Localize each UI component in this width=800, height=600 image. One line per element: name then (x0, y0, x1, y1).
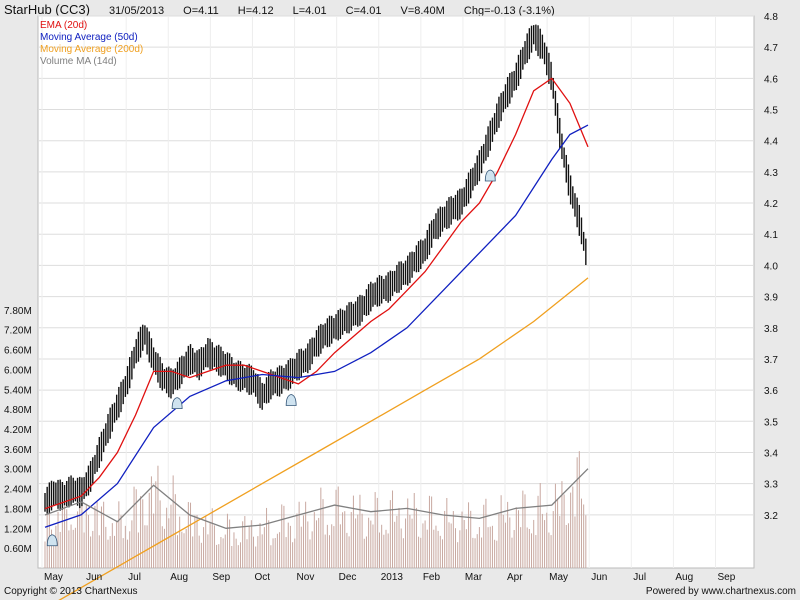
legend-item: Moving Average (200d) (40, 44, 143, 55)
price-tick-label: 4.3 (764, 168, 778, 179)
volume-tick-label: 6.00M (4, 365, 32, 376)
price-tick-label: 4.5 (764, 106, 778, 117)
volume-tick-label: 7.20M (4, 326, 32, 337)
price-tick-label: 3.7 (764, 355, 778, 366)
indicator-line (44, 124, 589, 528)
chart-header: StarHub (CC3) 31/05/2013 O=4.11 H=4.12 L… (4, 2, 571, 17)
time-tick-label: Jun (86, 572, 102, 583)
volume-tick-label: 3.60M (4, 445, 32, 456)
indicator-line (44, 77, 589, 510)
time-axis: May Jun Jul Aug Sep Oct Nov Dec 2013 Feb Mar Apr May… (44, 572, 736, 583)
price-tick-label: 3.6 (764, 386, 778, 397)
time-tick-label: Aug (675, 572, 693, 583)
volume-tick-label: 6.60M (4, 346, 32, 357)
plot-area (37, 15, 755, 569)
indicator-line (58, 277, 589, 600)
price-candles (44, 24, 587, 514)
time-tick-label: Nov (297, 572, 315, 583)
legend-item: Moving Average (50d) (40, 32, 138, 43)
legend-item: Volume MA (14d) (40, 56, 117, 67)
price-tick-label: 3.8 (764, 324, 778, 335)
time-tick-label: Aug (170, 572, 188, 583)
volume-tick-label: 5.40M (4, 385, 32, 396)
time-tick-label: Apr (507, 572, 523, 583)
bell-icon[interactable] (171, 397, 183, 409)
volume-bars (44, 451, 587, 568)
time-tick-label: Jul (633, 572, 646, 583)
time-tick-label: Sep (717, 572, 735, 583)
indicator-line (44, 468, 589, 529)
volume-tick-label: 1.80M (4, 504, 32, 515)
header-low: L=4.01 (292, 5, 327, 17)
time-tick-label: Feb (423, 572, 441, 583)
time-tick-label: Oct (254, 572, 270, 583)
price-tick-label: 3.4 (764, 448, 778, 459)
volume-tick-label: 4.80M (4, 405, 32, 416)
volume-tick-label: 2.40M (4, 485, 32, 496)
time-tick-label: Jun (591, 572, 607, 583)
price-tick-label: 4.0 (764, 261, 778, 272)
volume-tick-label: 0.60M (4, 544, 32, 555)
header-date: 31/05/2013 (109, 5, 165, 17)
alert-markers (46, 169, 496, 547)
bell-icon[interactable] (285, 394, 297, 406)
price-tick-label: 4.7 (764, 43, 778, 54)
price-tick-label: 3.3 (764, 480, 778, 491)
header-high: H=4.12 (237, 5, 274, 17)
price-tick-label: 4.8 (764, 12, 778, 23)
bell-icon[interactable] (46, 534, 58, 547)
volume-tick-label: 3.00M (4, 465, 32, 476)
powered-by-link[interactable]: Powered by www.chartnexus.com (645, 586, 796, 597)
time-tick-label: Jul (128, 572, 141, 583)
price-tick-label: 4.4 (764, 137, 778, 148)
header-volume: V=8.40M (400, 5, 445, 17)
price-tick-label: 3.2 (764, 511, 778, 522)
indicator-lines (44, 77, 589, 600)
time-tick-label: Dec (339, 572, 357, 583)
header-open: O=4.11 (183, 5, 219, 17)
volume-tick-label: 1.20M (4, 524, 32, 535)
volume-tick-label: 4.20M (4, 425, 32, 436)
legend-item: EMA (20d) (40, 20, 87, 31)
header-close: C=4.01 (345, 5, 382, 17)
bell-icon[interactable] (484, 169, 496, 182)
price-tick-label: 4.2 (764, 199, 778, 210)
price-axis: 3.2 3.3 3.4 3.5 3.6 3.7 3.8 3.9 4.0 4.1 4.2 4.3 4.4 4… (764, 12, 778, 522)
volume-axis: 0.60M 1.20M 1.80M 2.40M 3.00M 3.60M 4.20M 4.80M… (4, 306, 32, 555)
price-tick-label: 3.9 (764, 293, 778, 304)
header-change: Chg=-0.13 (-3.1%) (463, 5, 555, 17)
price-tick-label: 3.5 (764, 417, 778, 428)
legend: EMA (20d)Moving Average (50d)Moving Aver… (40, 20, 143, 67)
grid (38, 15, 754, 568)
copyright-text: Copyright © 2013 ChartNexus (4, 586, 138, 597)
time-tick-label: May (44, 572, 63, 583)
time-tick-label: 2013 (381, 572, 404, 583)
time-tick-label: Mar (465, 572, 483, 583)
chart-title: StarHub (CC3) (4, 2, 90, 17)
time-tick-label: May (549, 572, 568, 583)
price-tick-label: 4.1 (764, 230, 778, 241)
price-tick-label: 4.6 (764, 74, 778, 85)
volume-tick-label: 7.80M (4, 306, 32, 317)
time-tick-label: Sep (212, 572, 230, 583)
